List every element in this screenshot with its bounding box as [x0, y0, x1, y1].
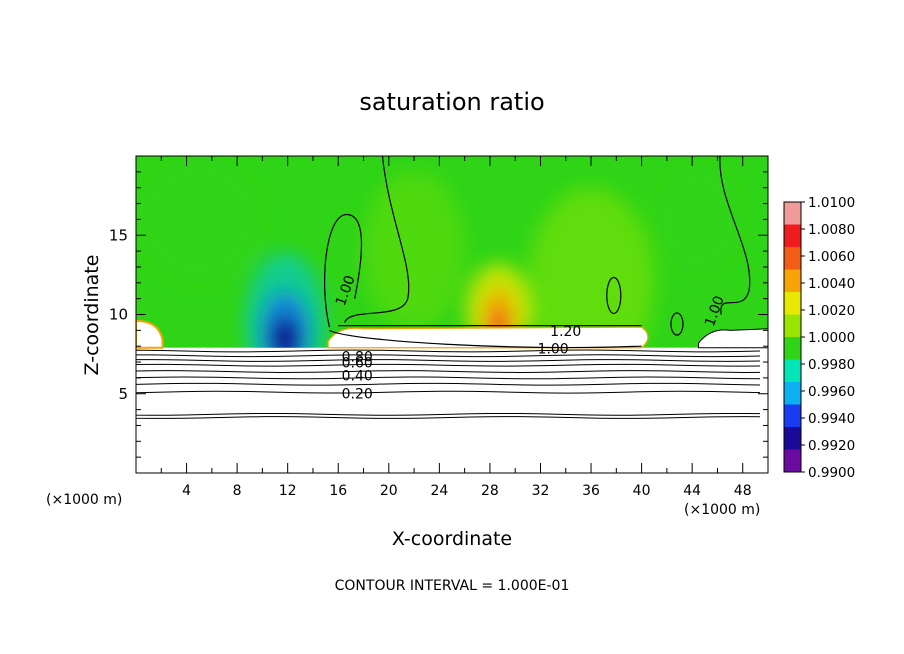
- x-tick-label: 4: [182, 483, 191, 499]
- contour-label: 1.20: [550, 324, 581, 340]
- contour-line: [136, 390, 761, 394]
- x-tick-label: 40: [633, 483, 651, 499]
- contour-line: [329, 329, 642, 349]
- subsaturated-region: [136, 347, 768, 473]
- contour-label: 1.00: [538, 341, 569, 357]
- contour-line: [136, 363, 761, 367]
- contour-line: [136, 382, 761, 386]
- field-blob: [136, 156, 263, 283]
- contour-line: [136, 416, 761, 419]
- x-tick-label: 44: [683, 483, 701, 499]
- colorbar-swatch: [784, 337, 801, 360]
- field-blob: [654, 163, 743, 275]
- y-tick-label: 15: [109, 226, 128, 244]
- contour-line: [324, 214, 363, 328]
- y-tick-label: 10: [109, 306, 128, 324]
- colorbar: 1.0100 1.0080 1.0060 1.0040 1.0020 1.0000 0.99…: [783, 195, 855, 481]
- colorbar-label: 1.0100: [808, 195, 855, 211]
- colorbar-label: 1.0040: [808, 276, 855, 292]
- colorbar-swatch: [784, 292, 801, 315]
- contour-line: [136, 354, 761, 358]
- colorbar-swatch: [784, 202, 801, 225]
- colorbar-label: 0.9900: [808, 465, 855, 481]
- colorbar-swatch: [784, 382, 801, 405]
- colorbar-label: 0.9920: [808, 438, 855, 454]
- cloud-patch-right: [697, 328, 768, 349]
- cloud-patch-left: [136, 319, 164, 349]
- colorbar-swatch: [784, 224, 801, 248]
- field-blob: [363, 171, 465, 331]
- colorbar-label: 1.0060: [808, 249, 855, 265]
- cloud-band: [327, 326, 649, 349]
- contour-line: [136, 376, 761, 380]
- x-tick-label: 16: [329, 483, 347, 499]
- colorbar-swatch: [784, 314, 801, 338]
- contour-line: [344, 156, 410, 323]
- contour-line: [136, 412, 761, 416]
- x-tick-label: 28: [481, 483, 499, 499]
- colorbar-label: 0.9960: [808, 384, 855, 400]
- contour-line: [606, 276, 622, 315]
- colorbar-swatch: [784, 247, 801, 270]
- colorbar-label: 1.0000: [808, 330, 855, 346]
- contour-line: [670, 312, 684, 336]
- contour-label: 0.60: [342, 356, 373, 372]
- colorbar-label: 0.9940: [808, 411, 855, 427]
- colorbar-label: 0.9980: [808, 357, 855, 373]
- contour-line: [136, 359, 761, 362]
- x-tick-label: 24: [430, 483, 448, 499]
- contour-line: [136, 370, 761, 373]
- contour-line: [136, 349, 761, 353]
- y-tick-label: 5: [118, 385, 128, 403]
- y-axis-label: Z-coordinate: [81, 254, 103, 376]
- x-tick-label: 12: [279, 483, 297, 499]
- contour-label: 0.80: [342, 349, 373, 365]
- colorbar-swatch: [784, 359, 801, 383]
- x-axis-label: X-coordinate: [391, 528, 513, 550]
- contour-interval-note: CONTOUR INTERVAL = 1.000E-01: [334, 578, 570, 594]
- x-tick-label: 8: [233, 483, 242, 499]
- contour-line: [719, 156, 751, 315]
- x-unit-label-left: (×1000 m): [46, 492, 123, 508]
- x-unit-label-right: (×1000 m): [684, 502, 761, 518]
- colorbar-swatch: [784, 404, 801, 428]
- colorbar-label: 1.0080: [808, 222, 855, 238]
- colorbar-label: 1.0020: [808, 303, 855, 319]
- x-tick-label: 36: [582, 483, 600, 499]
- contour-label: 0.20: [342, 387, 373, 403]
- x-tick-label: 32: [532, 483, 550, 499]
- colorbar-swatch: [784, 269, 801, 293]
- plot-area: 1.001.201.001.000.800.600.400.20: [136, 156, 768, 473]
- x-tick-label: 20: [380, 483, 398, 499]
- chart-title: saturation ratio: [359, 88, 545, 116]
- colorbar-swatch: [784, 449, 801, 473]
- x-tick-label: 48: [734, 483, 752, 499]
- contour-label: 0.40: [342, 368, 373, 384]
- colorbar-swatch: [784, 427, 801, 450]
